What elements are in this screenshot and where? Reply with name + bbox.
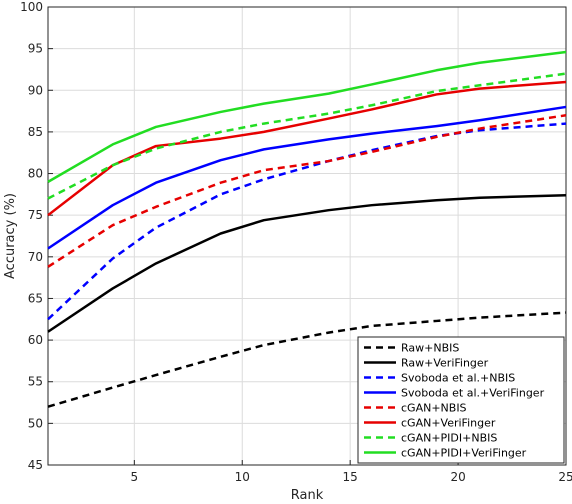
- y-tick-label: 85: [28, 125, 43, 139]
- series-line-7: [47, 72, 567, 200]
- x-tick-label: 20: [450, 470, 465, 484]
- y-axis-ticks: 45 50 55 60 65 70 75 80 85 90 95 100: [20, 0, 53, 472]
- series-line-4: [47, 105, 567, 250]
- series-line-1: [47, 311, 567, 408]
- series-line-5: [47, 114, 567, 268]
- x-axis-ticks: 5 10 15 20 25: [131, 460, 572, 484]
- legend-entry-label: cGAN+NBIS: [401, 402, 467, 415]
- y-tick-label: 75: [28, 208, 43, 222]
- x-tick-label: 25: [558, 470, 572, 484]
- y-tick-label: 80: [28, 167, 43, 181]
- y-tick-label: 65: [28, 291, 43, 305]
- y-tick-label: 95: [28, 42, 43, 56]
- legend-entry-label: Raw+NBIS: [401, 342, 459, 355]
- y-tick-label: 50: [28, 416, 43, 430]
- y-tick-label: 45: [28, 458, 43, 472]
- y-tick-label: 90: [28, 83, 43, 97]
- series-lines: [47, 50, 567, 408]
- y-tick-label: 70: [28, 250, 43, 264]
- y-tick-label: 100: [20, 0, 43, 14]
- legend-entry-label: Svoboda et al.+NBIS: [401, 372, 515, 385]
- legend-box: [357, 336, 565, 464]
- legend-entry-label: cGAN+VeriFinger: [401, 417, 496, 430]
- plot-area-frame: [47, 6, 567, 466]
- x-tick-label: 10: [235, 470, 250, 484]
- series-line-2: [47, 193, 567, 333]
- x-tick-label: 5: [131, 470, 139, 484]
- legend-entry-label: cGAN+PIDI+VeriFinger: [401, 447, 527, 460]
- y-axis-label: Accuracy (%): [3, 193, 18, 279]
- y-tick-label: 55: [28, 375, 43, 389]
- x-tick-label: 15: [343, 470, 358, 484]
- series-line-3: [47, 122, 567, 321]
- legend-entry-label: cGAN+PIDI+NBIS: [401, 432, 497, 445]
- series-line-6: [47, 80, 567, 217]
- legend-entry-label: Raw+VeriFinger: [401, 357, 489, 370]
- y-tick-label: 60: [28, 333, 43, 347]
- legend: Raw+NBIS Raw+VeriFinger Svoboda et al.+NBI…: [357, 336, 565, 464]
- legend-entry-label: Svoboda et al.+VeriFinger: [401, 387, 545, 400]
- series-line-8: [47, 50, 567, 183]
- x-axis-label: Rank: [291, 488, 324, 503]
